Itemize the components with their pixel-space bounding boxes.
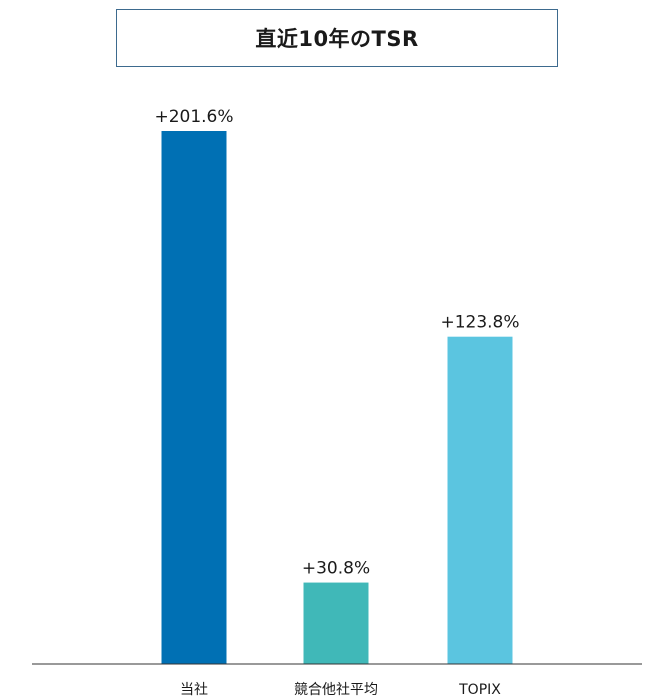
category-label-2: 競合他社平均	[294, 682, 378, 698]
category-label-3: TOPIX	[458, 682, 501, 698]
bars-layer	[161, 131, 513, 664]
bar-2	[303, 582, 369, 664]
bar-3	[447, 336, 513, 664]
data-label-1: +201.6%	[154, 107, 233, 127]
data-label-3: +123.8%	[440, 313, 519, 333]
data-label-2: +30.8%	[302, 559, 370, 579]
labels-layer: +201.6% 当社 +30.8% 競合他社平均 +123.8% TOPIX	[154, 107, 519, 698]
chart-title: 直近10年のTSR	[255, 27, 419, 51]
bar-1	[161, 131, 227, 664]
category-label-1: 当社	[180, 682, 208, 698]
chart-title-box: 直近10年のTSR	[116, 9, 558, 67]
